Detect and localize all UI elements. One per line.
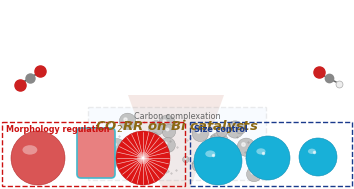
Circle shape — [192, 125, 209, 142]
Circle shape — [100, 132, 113, 145]
Circle shape — [235, 123, 246, 134]
Circle shape — [159, 115, 176, 132]
Circle shape — [209, 132, 229, 152]
Circle shape — [149, 121, 164, 136]
Circle shape — [192, 159, 205, 172]
Circle shape — [237, 138, 255, 156]
Circle shape — [137, 152, 149, 164]
Circle shape — [127, 161, 138, 172]
Circle shape — [183, 156, 189, 163]
Circle shape — [149, 132, 158, 142]
Circle shape — [250, 155, 257, 162]
Circle shape — [162, 125, 176, 138]
Circle shape — [246, 167, 262, 182]
Circle shape — [212, 137, 231, 156]
FancyBboxPatch shape — [77, 128, 115, 178]
FancyBboxPatch shape — [88, 107, 266, 180]
Ellipse shape — [256, 148, 266, 154]
Polygon shape — [128, 95, 224, 189]
Circle shape — [227, 121, 244, 138]
Circle shape — [194, 137, 242, 185]
Ellipse shape — [22, 145, 37, 155]
Circle shape — [222, 150, 237, 165]
Text: CO$_2$RR on Bi catalysts: CO$_2$RR on Bi catalysts — [95, 118, 259, 135]
Circle shape — [160, 138, 175, 153]
Circle shape — [108, 139, 125, 155]
Circle shape — [217, 127, 228, 137]
Circle shape — [225, 162, 235, 171]
Ellipse shape — [308, 149, 316, 154]
Text: Size control: Size control — [194, 125, 248, 134]
Text: Carbon complexation: Carbon complexation — [134, 112, 220, 121]
Circle shape — [215, 135, 223, 143]
Circle shape — [11, 131, 65, 185]
Circle shape — [246, 136, 290, 180]
Circle shape — [119, 113, 136, 130]
Circle shape — [116, 131, 170, 185]
Circle shape — [219, 137, 227, 145]
Circle shape — [200, 149, 218, 168]
Text: Morphology regulation: Morphology regulation — [6, 125, 109, 134]
Circle shape — [299, 138, 337, 176]
Circle shape — [104, 155, 118, 169]
Ellipse shape — [205, 150, 215, 157]
